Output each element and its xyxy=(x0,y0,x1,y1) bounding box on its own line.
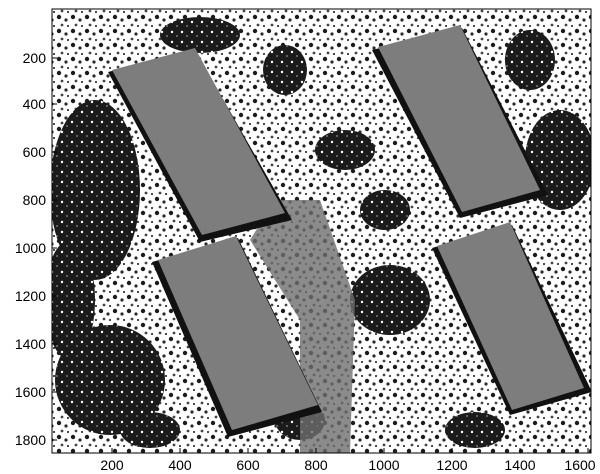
tree-cluster xyxy=(52,100,140,280)
y-axis: 200 400 600 800 1000 1200 1400 1600 1800 xyxy=(15,50,57,448)
y-tick-label: 1800 xyxy=(15,432,46,448)
y-tick-label: 1600 xyxy=(15,384,46,400)
tree-cluster xyxy=(55,325,165,435)
tree-cluster xyxy=(505,30,555,90)
aerial-image xyxy=(52,9,591,453)
building-roof xyxy=(112,48,285,235)
tree-cluster xyxy=(52,240,95,360)
x-tick-label: 1200 xyxy=(436,457,467,473)
building-roof xyxy=(437,222,584,410)
building-roof xyxy=(378,25,540,212)
tree-cluster xyxy=(315,130,375,170)
tree-cluster xyxy=(360,190,410,230)
tree-cluster xyxy=(120,412,180,448)
x-tick-label: 600 xyxy=(236,457,260,473)
x-tick-label: 400 xyxy=(168,457,192,473)
tree-cluster xyxy=(445,412,505,448)
x-tick-label: 1400 xyxy=(504,457,535,473)
axes-frame xyxy=(51,8,592,454)
y-tick-label: 1000 xyxy=(15,240,46,256)
x-tick-label: 1600 xyxy=(564,457,595,473)
building-roof xyxy=(158,236,318,430)
y-tick-label: 200 xyxy=(23,50,47,66)
tree-cluster xyxy=(350,265,430,335)
x-tick-label: 800 xyxy=(304,457,328,473)
y-tick-label: 600 xyxy=(23,144,47,160)
tree-cluster xyxy=(263,45,307,95)
road xyxy=(250,200,355,453)
y-tick-label: 400 xyxy=(23,96,47,112)
building-roofs xyxy=(112,25,584,430)
y-tick-label: 800 xyxy=(23,192,47,208)
y-tick-label: 1400 xyxy=(15,336,46,352)
x-axis: 200 400 600 800 1000 1200 1400 1600 xyxy=(100,448,596,473)
x-tick-label: 200 xyxy=(100,457,124,473)
y-tick-label: 1200 xyxy=(15,288,46,304)
tree-cluster xyxy=(160,17,240,53)
x-tick-label: 1000 xyxy=(368,457,399,473)
